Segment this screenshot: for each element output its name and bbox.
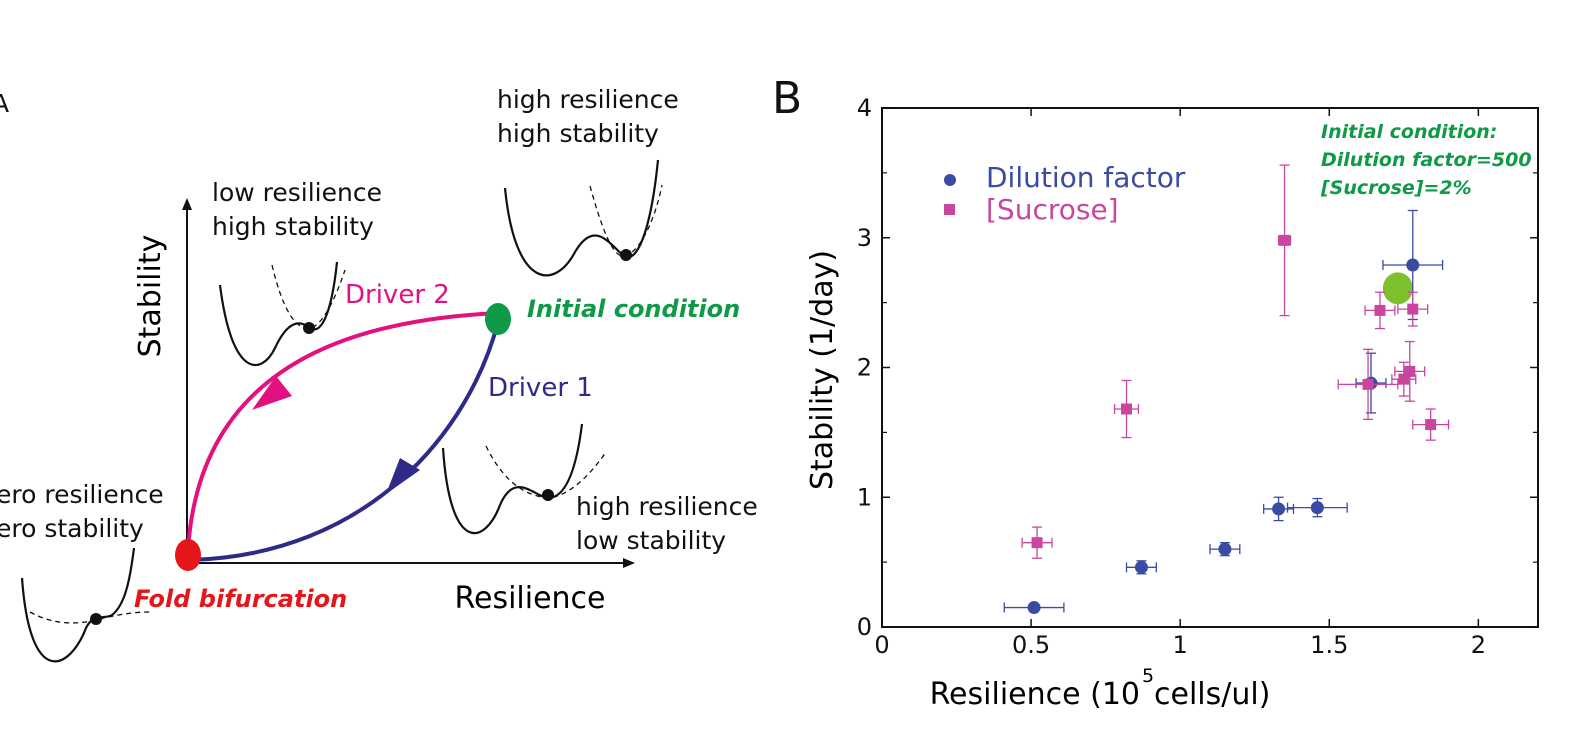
sucrose-point	[1407, 303, 1419, 315]
sucrose-point	[1121, 403, 1133, 415]
landscape-bl-curve	[20, 547, 136, 663]
landscape-tr-dashed	[589, 184, 663, 257]
y-tick-label: 4	[857, 94, 872, 122]
legend-dilution-marker	[944, 174, 956, 186]
driver1-curve	[189, 321, 500, 562]
dilution-point	[1406, 258, 1420, 272]
x-axis-title-main: Resilience (10	[930, 677, 1140, 712]
data-layer	[1003, 164, 1450, 615]
dilution-point	[1218, 542, 1232, 556]
panel-b-svg: B 0 0.5 1 1.5 2 0 1 2 3 4 Dilution factor [Sucros…	[772, 73, 1539, 712]
fold-bifurcation-dot	[175, 539, 201, 571]
landscape-br-line2: low stability	[576, 526, 726, 555]
landscape-tl-line1: low resilience	[212, 178, 382, 207]
landscape-tr-line2: high stability	[497, 119, 659, 148]
x-tick-label: 0	[874, 631, 889, 659]
panel-b-letter: B	[772, 73, 802, 124]
y-axis-title: Stability (1/day)	[805, 250, 840, 490]
sucrose-point	[1404, 365, 1416, 377]
driver1-arrowhead	[386, 458, 420, 494]
x-tick-label: 0.5	[1012, 631, 1050, 659]
x-tick-label: 1	[1173, 631, 1188, 659]
landscape-tr-line1: high resilience	[497, 85, 679, 114]
y-axis-label: Stability	[133, 235, 168, 358]
landscape-br-line1: high resilience	[576, 492, 758, 521]
landscape-tr-curve	[503, 159, 660, 277]
legend-dilution-label: Dilution factor	[986, 161, 1186, 194]
landscape-br-ball	[542, 489, 554, 501]
driver2-label: Driver 2	[345, 280, 450, 310]
panel-a-diagram: A Stability Resilience Driver 2 Driver 1…	[0, 0, 780, 748]
landscape-bl-line2: ero stability	[0, 514, 144, 543]
dilution-point	[1310, 501, 1324, 515]
y-tick-label: 2	[857, 354, 872, 382]
x-axis-title-superscript: 5	[1142, 665, 1154, 687]
sucrose-point	[1362, 378, 1374, 390]
driver1-label: Driver 1	[488, 373, 593, 403]
panel-a-letter: A	[0, 89, 9, 118]
y-tick-label: 3	[857, 224, 872, 252]
annotation-line-3: [Sucrose]=2%	[1320, 177, 1472, 199]
dilution-point	[1272, 502, 1286, 516]
sucrose-point	[1279, 234, 1291, 246]
initial-condition-dot	[485, 303, 511, 335]
landscape-br-curve	[441, 423, 584, 535]
axis-ticks: 0 0.5 1 1.5 2 0 1 2 3 4	[857, 94, 1538, 659]
sucrose-point	[1031, 537, 1043, 549]
y-tick-label: 1	[857, 483, 872, 511]
landscape-tl-curve	[218, 261, 339, 367]
sucrose-point	[1374, 304, 1386, 316]
landscape-bl-line1: ero resilience	[0, 480, 164, 509]
sucrose-point	[1398, 373, 1410, 385]
driver2-arrowhead	[252, 376, 292, 410]
landscape-bl-dashed	[29, 611, 151, 624]
sucrose-point	[1425, 419, 1437, 431]
dilution-point	[1134, 560, 1148, 574]
initial-condition-label: Initial condition	[527, 295, 740, 323]
legend-sucrose-marker	[944, 204, 955, 215]
landscape-tl-ball	[303, 322, 315, 334]
initial-condition-point	[1382, 272, 1413, 305]
fold-bifurcation-label: Fold bifurcation	[134, 585, 347, 613]
landscape-tl-dashed	[271, 264, 346, 329]
landscape-tl-line2: high stability	[212, 212, 374, 241]
x-tick-label: 2	[1471, 631, 1486, 659]
panel-b-chart: B 0 0.5 1 1.5 2 0 1 2 3 4 Dilution factor [Sucros…	[760, 0, 1596, 748]
annotation-line-2: Dilution factor=500	[1321, 149, 1532, 171]
panel-a-svg: A Stability Resilience Driver 2 Driver 1…	[0, 85, 758, 663]
annotation-line-1: Initial condition:	[1321, 121, 1497, 143]
x-tick-label: 1.5	[1310, 631, 1348, 659]
landscape-tr-ball	[620, 249, 632, 261]
x-axis-title-rest: cells/ul)	[1154, 677, 1270, 712]
dilution-point	[1027, 601, 1041, 615]
legend-sucrose-label: [Sucrose]	[986, 193, 1119, 226]
driver2-curve	[186, 311, 499, 551]
landscape-bl-ball	[90, 613, 102, 625]
y-tick-label: 0	[857, 613, 872, 641]
x-axis-label: Resilience	[454, 581, 605, 616]
